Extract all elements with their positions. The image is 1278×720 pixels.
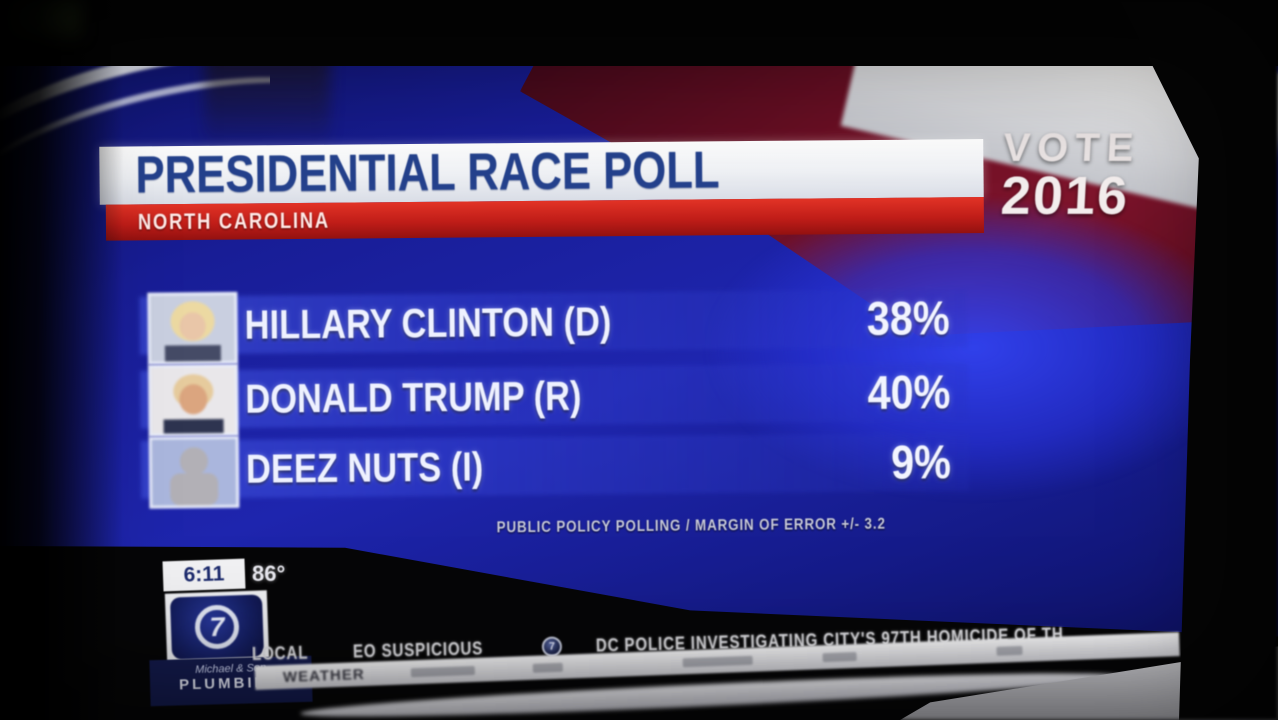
donald-trump-photo [148,363,239,437]
temperature: 86° [252,561,286,586]
top-bezel [0,0,1278,66]
candidate-percent: 9% [890,435,952,489]
ticker-section-label: LOCAL [251,642,309,664]
clock: 6:11 [162,558,246,592]
blurred-text-block [532,662,563,673]
candidate-name: DONALD TRUMP (R) [245,372,582,422]
hillary-clinton-photo [147,291,239,365]
weather-label: WEATHER [282,665,365,686]
candidate-name: DEEZ NUTS (I) [245,443,484,492]
blurred-text-block [822,651,857,662]
silhouette-graphic [151,438,237,506]
candidate-percent: 40% [867,365,951,419]
circle-7-icon: 7 [194,604,240,650]
blurred-text-block [410,665,475,677]
blurred-text-block [682,655,753,667]
candidate-name: HILLARY CLINTON (D) [244,298,612,348]
poll-source-line: PUBLIC POLICY POLLING / MARGIN OF ERROR … [496,515,887,537]
blurred-text-block [996,645,1023,656]
abc7-logo-icon: 7 [169,594,265,660]
deez-nuts-silhouette-photo [148,435,240,509]
top-left-reflection [0,0,80,36]
trump-portrait-graphic [151,366,236,434]
candidate-percent: 38% [866,291,950,345]
hillary-portrait-graphic [150,294,235,362]
